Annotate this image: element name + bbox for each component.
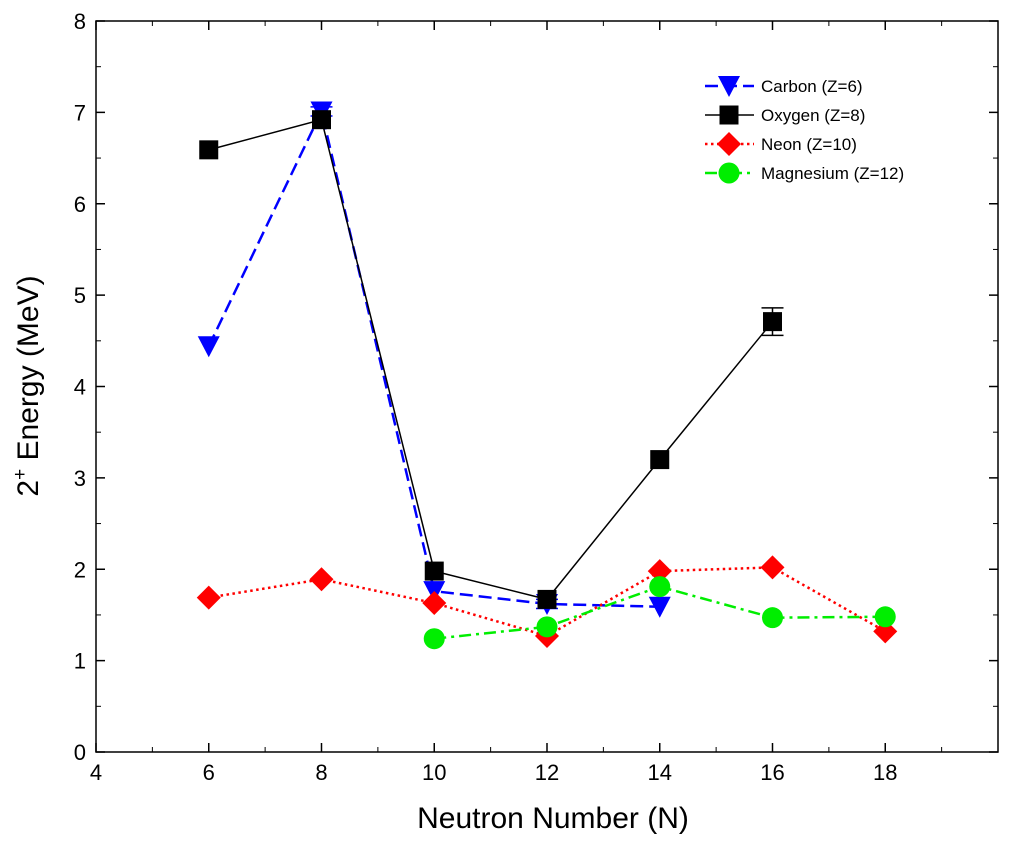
y-tick-label: 3 [74,466,86,491]
series-line [208,118,774,601]
y-tick-label: 0 [74,740,86,765]
data-point [536,616,558,638]
series-neon [196,555,898,648]
y-tick-label: 4 [74,375,86,400]
data-point [422,591,447,616]
legend: Carbon (Z=6) Oxygen (Z=8) Neon (Z=10) Magne… [705,76,904,184]
data-point [537,589,557,609]
y-tick-label: 7 [74,100,86,125]
series-carbon [197,101,671,618]
data-point [197,336,220,358]
legend-marker [719,105,739,125]
legend-item: Neon (Z=10) [705,132,857,156]
x-tick-label: 12 [535,760,559,785]
y-tick-label: 5 [74,283,86,308]
y-axis-title: 2+ Energy (MeV) [10,275,45,496]
data-point [647,559,672,584]
x-tick-label: 4 [90,760,102,785]
x-tick-label: 14 [648,760,672,785]
x-tick-label: 18 [873,760,897,785]
x-tick-label: 6 [203,760,215,785]
data-point [762,607,783,629]
data-point [649,576,671,598]
data-point [873,619,898,644]
y-tick-label: 6 [74,192,86,217]
series-line [207,107,660,608]
series-oxygen [199,110,784,609]
legend-marker [718,162,740,184]
x-tick-label: 16 [760,760,784,785]
y-tick-label: 2 [74,557,86,582]
data-point [312,110,331,130]
data-point [424,561,444,581]
data-point [760,555,785,580]
y-axis-title-main: 2 [12,480,45,497]
data-point [648,596,671,618]
legend-label: Carbon (Z=6) [761,77,863,96]
series-layer [196,101,898,650]
legend-label: Magnesium (Z=12) [761,164,904,183]
x-axis-title: Neutron Number (N) [417,802,689,835]
data-point [423,628,445,650]
legend-item: Carbon (Z=6) [705,76,863,97]
legend-marker [717,132,741,156]
data-point [309,567,334,592]
x-tick-label: 8 [315,760,327,785]
x-tick-label: 10 [422,760,446,785]
legend-label: Neon (Z=10) [761,135,857,154]
y-tick-label: 8 [74,9,86,34]
y-tick-label: 1 [74,649,86,674]
data-point [199,140,219,160]
data-point [763,312,782,332]
y-axis-title-sup: + [10,469,31,480]
data-point [650,450,670,470]
legend-marker [718,76,740,97]
legend-label: Oxygen (Z=8) [761,106,865,125]
y-axis-title-rest: Energy (MeV) [12,275,45,468]
legend-item: Magnesium (Z=12) [705,162,904,184]
series-magnesium [423,576,896,650]
legend-item: Oxygen (Z=8) [705,105,865,125]
data-point [196,585,221,610]
data-point [874,606,896,628]
